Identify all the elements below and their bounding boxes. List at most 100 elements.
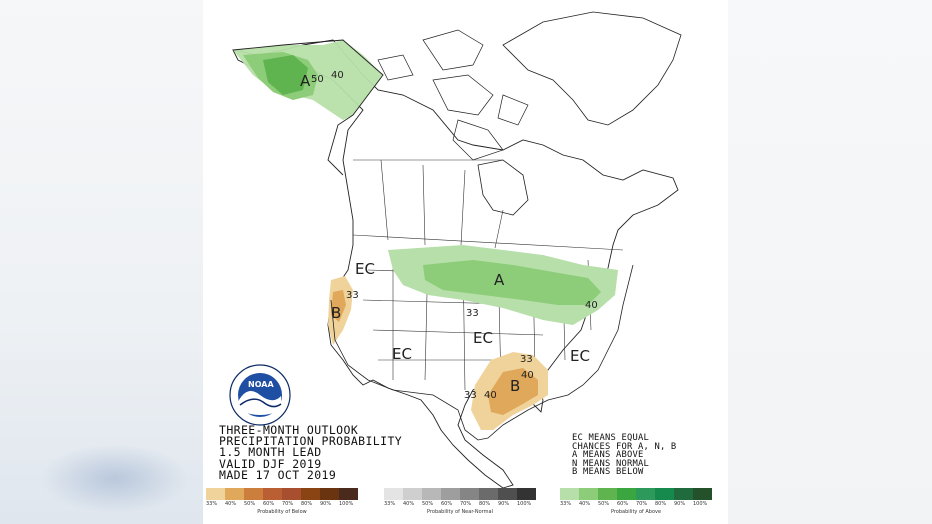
tick-above-33: 33% — [560, 501, 572, 507]
title-line-4: VALID DJF 2019 — [219, 456, 322, 471]
tick-normal-70: 70% — [460, 501, 472, 507]
swatch-normal-40 — [403, 488, 422, 500]
alaska-above-50 — [263, 55, 308, 95]
tick-above-60: 60% — [617, 501, 629, 507]
scale-below-bar — [206, 488, 358, 500]
tick-below-70: 70% — [282, 501, 294, 507]
swatch-above-100 — [693, 488, 712, 500]
scale-normal-bar — [384, 488, 536, 500]
scale-above-ticks: 33% 40% 50% 60% 70% 80% 90% 100% — [560, 500, 712, 509]
tick-above-80: 80% — [655, 501, 667, 507]
tick-below-40: 40% — [225, 501, 237, 507]
left-blur — [40, 444, 190, 514]
swatch-normal-100 — [517, 488, 536, 500]
title-line-1: THREE-MONTH OUTLOOK — [219, 423, 359, 437]
scale-normal: 33% 40% 50% 60% 70% 80% 90% 100% Probabi… — [384, 488, 536, 522]
northeast-40-label: 40 — [585, 300, 598, 311]
swatch-normal-90 — [498, 488, 517, 500]
midwest-above-40 — [423, 260, 601, 305]
legend-note-line-4: N MEANS NORMAL — [572, 458, 649, 469]
alaska-outline — [232, 39, 384, 176]
scale-above: 33% 40% 50% 60% 70% 80% 90% 100% Probabi… — [560, 488, 712, 522]
swatch-above-33 — [560, 488, 579, 500]
tick-above-100: 100% — [693, 501, 708, 507]
tick-normal-80: 80% — [479, 501, 491, 507]
swatch-below-40 — [225, 488, 244, 500]
texas-below-40 — [488, 368, 538, 415]
california-below-40 — [331, 290, 346, 322]
swatch-above-50 — [598, 488, 617, 500]
swatch-normal-70 — [460, 488, 479, 500]
swatch-above-60 — [617, 488, 636, 500]
scale-normal-caption: Probability of Near-Normal — [427, 509, 493, 515]
swatch-below-80 — [301, 488, 320, 500]
title-line-3: 1.5 MONTH LEAD — [219, 445, 322, 460]
california-below-label: B — [331, 304, 341, 322]
north-america-outline — [232, 39, 679, 489]
legend-note-line-3: A MEANS ABOVE — [572, 450, 644, 461]
texas-33b-label: 33 — [520, 354, 533, 365]
swatch-below-33 — [206, 488, 225, 500]
scale-below-ticks: 33% 40% 50% 60% 70% 80% 90% 100% — [206, 500, 358, 509]
swatch-above-40 — [579, 488, 598, 500]
tick-below-33: 33% — [206, 501, 218, 507]
outlook-map-panel: A 50 40 A 40 EC B 33 33 EC EC EC B 33 40… — [203, 0, 728, 524]
hudson-bay-outline — [477, 159, 529, 216]
midwest-above-label: A — [494, 271, 505, 289]
noaa-logo: NOAA — [229, 364, 291, 426]
legend-note-line-5: B MEANS BELOW — [572, 467, 644, 478]
swatch-below-100 — [339, 488, 358, 500]
texas-33-label: 33 — [464, 390, 477, 401]
swatch-above-80 — [655, 488, 674, 500]
scale-normal-ticks: 33% 40% 50% 60% 70% 80% 90% 100% — [384, 500, 536, 509]
california-33-label: 33 — [346, 290, 359, 301]
tick-below-100: 100% — [339, 501, 354, 507]
outlook-map: A 50 40 A 40 EC B 33 33 EC EC EC B 33 40… — [229, 11, 682, 489]
tick-normal-40: 40% — [403, 501, 415, 507]
tick-normal-60: 60% — [441, 501, 453, 507]
tick-above-50: 50% — [598, 501, 610, 507]
swatch-normal-33 — [384, 488, 403, 500]
right-background — [728, 0, 932, 524]
swatch-below-60 — [263, 488, 282, 500]
texas-40b-label: 40 — [521, 370, 534, 381]
scale-above-caption: Probability of Above — [610, 509, 662, 515]
swatch-above-70 — [636, 488, 655, 500]
scale-below-caption: Probability of Below — [257, 509, 307, 515]
swatch-above-90 — [674, 488, 693, 500]
legend-note-line-2: CHANCES FOR A, N, B — [572, 441, 677, 452]
central-33-label: 33 — [466, 308, 479, 319]
greenland-outline — [502, 11, 682, 126]
tick-normal-33: 33% — [384, 501, 396, 507]
tick-below-50: 50% — [244, 501, 256, 507]
tick-above-40: 40% — [579, 501, 591, 507]
legend-note-line-1: EC MEANS EQUAL — [572, 433, 649, 443]
tick-above-90: 90% — [674, 501, 686, 507]
alaska-above-label: A — [300, 72, 311, 90]
tick-normal-100: 100% — [517, 501, 532, 507]
title-line-2: PRECIPITATION PROBABILITY — [219, 434, 403, 449]
west-ec-label: EC — [355, 260, 375, 278]
left-background — [0, 0, 203, 524]
tick-normal-50: 50% — [422, 501, 434, 507]
central-ec-label: EC — [473, 329, 493, 347]
arctic-islands-outline — [377, 29, 529, 161]
us-coastline — [330, 264, 634, 441]
scale-above-bar — [560, 488, 712, 500]
swatch-normal-80 — [479, 488, 498, 500]
texas-40-label: 40 — [484, 390, 497, 401]
southeast-ec-label: EC — [570, 347, 590, 365]
southwest-ec-label: EC — [392, 345, 412, 363]
tick-below-90: 90% — [320, 501, 332, 507]
tick-below-80: 80% — [301, 501, 313, 507]
title-line-5: MADE 17 OCT 2019 — [219, 467, 337, 482]
swatch-below-90 — [320, 488, 339, 500]
swatch-normal-50 — [422, 488, 441, 500]
alaska-40-label: 40 — [331, 70, 344, 81]
tick-below-60: 60% — [263, 501, 275, 507]
texas-below-label: B — [510, 377, 520, 395]
tick-above-70: 70% — [636, 501, 648, 507]
alaska-50-label: 50 — [311, 74, 324, 85]
noaa-logo-text: NOAA — [248, 380, 274, 389]
swatch-below-50 — [244, 488, 263, 500]
